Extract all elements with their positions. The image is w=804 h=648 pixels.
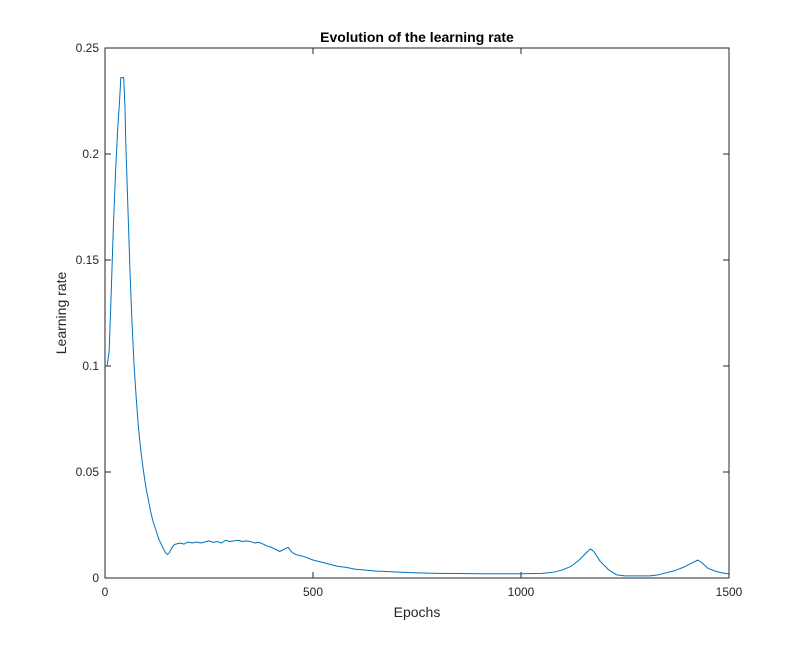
y-axis-label: Learning rate	[53, 272, 69, 355]
x-tick-label: 0	[102, 585, 109, 599]
x-tick-label: 500	[303, 585, 323, 599]
y-tick-label: 0.25	[76, 41, 100, 55]
chart-title: Evolution of the learning rate	[320, 29, 514, 45]
y-tick-label: 0.2	[82, 147, 99, 161]
y-tick-label: 0.05	[76, 465, 100, 479]
y-tick-label: 0.15	[76, 253, 100, 267]
x-axis-label: Epochs	[394, 604, 441, 620]
x-tick-label: 1500	[716, 585, 743, 599]
learning-rate-line	[105, 77, 730, 577]
axis-ticks: 0 500 1000 1500 0 0.05 0.1 0.15 0.2 0.25	[76, 41, 743, 599]
y-tick-label: 0	[92, 571, 99, 585]
x-tick-label: 1000	[508, 585, 535, 599]
y-tick-label: 0.1	[82, 359, 99, 373]
plot-area-box	[104, 47, 730, 579]
